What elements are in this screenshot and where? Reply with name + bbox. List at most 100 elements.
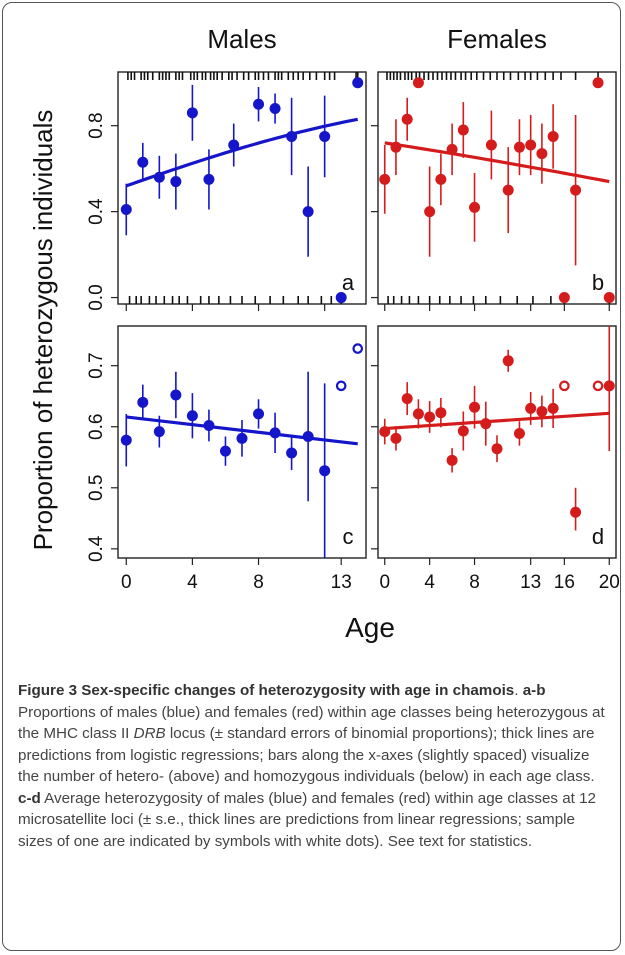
- x-tick-label: 13: [331, 572, 352, 593]
- data-point-single: [592, 380, 604, 392]
- x-tick-label: 0: [379, 572, 390, 593]
- data-point: [253, 408, 265, 420]
- data-point: [424, 411, 436, 423]
- data-point: [170, 176, 182, 188]
- panel-d: 0 4 8 13 16 20 d: [371, 325, 620, 593]
- data-point: [120, 203, 132, 215]
- panel-label: c: [343, 524, 354, 549]
- data-point: [137, 156, 149, 168]
- x-tick-label: 8: [253, 572, 264, 593]
- data-point: [186, 410, 198, 422]
- data-point: [536, 148, 548, 160]
- data-point: [412, 77, 424, 89]
- data-point: [570, 184, 582, 196]
- regression-line: [384, 411, 610, 431]
- data-point: [558, 292, 570, 304]
- data-point: [120, 434, 132, 446]
- panel-label: a: [342, 270, 355, 295]
- col-title-males: Males: [207, 24, 276, 54]
- data-point: [412, 408, 424, 420]
- data-point: [485, 139, 497, 151]
- x-tick-label: 4: [424, 572, 435, 593]
- data-point: [536, 405, 548, 417]
- panel-a: 0.0 0.4 0.8 a: [86, 71, 367, 311]
- data-point: [153, 171, 165, 183]
- y-tick-label: 0.4: [86, 198, 107, 225]
- data-point: [319, 130, 331, 142]
- data-point: [502, 355, 514, 367]
- data-point: [236, 432, 248, 444]
- data-point: [302, 206, 314, 218]
- caption-title: Figure 3 Sex-specific changes of heteroz…: [18, 682, 515, 699]
- data-point: [457, 425, 469, 437]
- y-axis-label: Proportion of heterozygous individuals: [28, 110, 58, 551]
- data-point: [401, 113, 413, 125]
- y-tick-label: 0.8: [86, 112, 107, 138]
- data-point: [153, 426, 165, 438]
- data-point: [513, 141, 525, 153]
- x-tick-label: 20: [599, 572, 620, 593]
- data-point: [435, 173, 447, 185]
- data-point: [253, 98, 265, 110]
- y-tick-label: 0.7: [86, 352, 107, 378]
- x-tick-label: 16: [554, 572, 575, 593]
- plot-frame: [377, 325, 617, 559]
- panel-label: d: [592, 524, 604, 549]
- data-point: [352, 77, 364, 89]
- data-point: [469, 401, 481, 413]
- data-point-single: [335, 380, 347, 392]
- caption-text-ab-cont: locus (± standard errors of binomial pro…: [18, 725, 595, 785]
- data-point: [424, 206, 436, 218]
- data-point: [186, 107, 198, 119]
- y-tick-label: 0.0: [86, 284, 107, 310]
- data-point: [286, 447, 298, 459]
- data-point: [269, 103, 281, 115]
- panels: 0.0 0.4 0.8 a b 0 4 8 13 0.4 0.5 0.6 0.7 c 0 4 8 13 16 20 d: [86, 71, 620, 593]
- data-point: [269, 427, 281, 439]
- plot-frame: [117, 71, 367, 305]
- data-point: [480, 418, 492, 430]
- data-point: [469, 201, 481, 213]
- regression-line: [125, 117, 359, 188]
- x-tick-label: 8: [469, 572, 480, 593]
- panel-label: b: [592, 270, 604, 295]
- data-point: [390, 141, 402, 153]
- caption-label-ab: a-b: [522, 682, 546, 699]
- data-point: [203, 420, 215, 432]
- caption-label-cd: c-d: [18, 789, 41, 807]
- data-point: [286, 130, 298, 142]
- data-point: [491, 443, 503, 455]
- data-point: [570, 506, 582, 518]
- data-point: [525, 402, 537, 414]
- data-point: [203, 173, 215, 185]
- figure: Males Females Proportion of heterozygous…: [28, 24, 620, 643]
- x-tick-label: 4: [187, 572, 198, 593]
- data-point: [379, 426, 391, 438]
- data-point: [603, 292, 615, 304]
- data-point: [547, 402, 559, 414]
- data-point: [435, 407, 447, 419]
- plot-frame: [117, 325, 367, 559]
- figure-caption: Figure 3 Sex-specific changes of heteroz…: [18, 680, 610, 852]
- data-point: [137, 396, 149, 408]
- caption-text-cd: Average heterozygosity of males (blue) a…: [18, 789, 596, 850]
- data-point: [390, 432, 402, 444]
- caption-text-ab: Proportions of males (blue) and females …: [18, 703, 605, 743]
- data-point: [457, 124, 469, 136]
- data-point: [401, 393, 413, 405]
- data-point-single: [352, 343, 364, 354]
- data-point: [547, 130, 559, 142]
- caption-locus: DRB: [133, 725, 166, 742]
- caption-separator: .: [514, 682, 523, 699]
- data-point: [379, 173, 391, 185]
- data-point: [302, 431, 314, 443]
- data-point: [170, 389, 182, 401]
- data-point: [513, 427, 525, 439]
- x-axis-label: Age: [345, 612, 395, 643]
- data-point: [228, 139, 240, 151]
- data-point: [319, 465, 331, 477]
- data-point: [525, 139, 537, 151]
- data-point: [603, 380, 615, 392]
- y-tick-label: 0.5: [86, 475, 107, 501]
